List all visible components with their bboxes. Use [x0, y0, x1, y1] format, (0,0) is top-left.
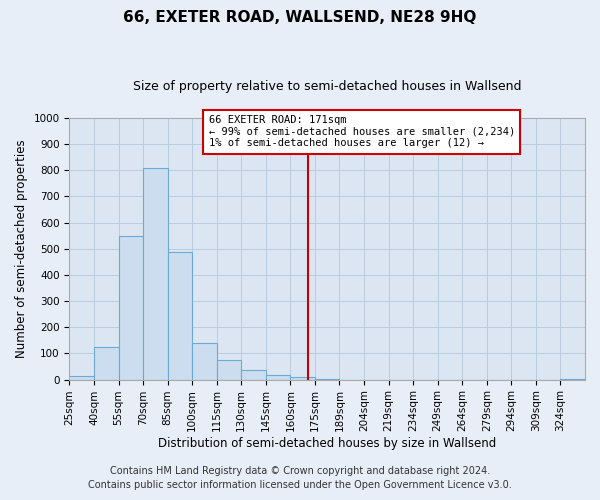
- Bar: [217, 360, 241, 380]
- Bar: [192, 343, 217, 380]
- Y-axis label: Number of semi-detached properties: Number of semi-detached properties: [15, 140, 28, 358]
- Title: Size of property relative to semi-detached houses in Wallsend: Size of property relative to semi-detach…: [133, 80, 521, 93]
- Bar: [266, 376, 290, 380]
- Text: 66, EXETER ROAD, WALLSEND, NE28 9HQ: 66, EXETER ROAD, WALLSEND, NE28 9HQ: [124, 10, 476, 25]
- Bar: [290, 377, 315, 380]
- Bar: [94, 347, 119, 380]
- Bar: [70, 376, 94, 380]
- Text: 66 EXETER ROAD: 171sqm
← 99% of semi-detached houses are smaller (2,234)
1% of s: 66 EXETER ROAD: 171sqm ← 99% of semi-det…: [209, 115, 515, 148]
- Bar: [167, 252, 192, 380]
- Bar: [143, 168, 167, 380]
- Bar: [560, 379, 585, 380]
- Text: Contains HM Land Registry data © Crown copyright and database right 2024.
Contai: Contains HM Land Registry data © Crown c…: [88, 466, 512, 490]
- Bar: [241, 370, 266, 380]
- Bar: [119, 236, 143, 380]
- X-axis label: Distribution of semi-detached houses by size in Wallsend: Distribution of semi-detached houses by …: [158, 437, 496, 450]
- Bar: [315, 379, 340, 380]
